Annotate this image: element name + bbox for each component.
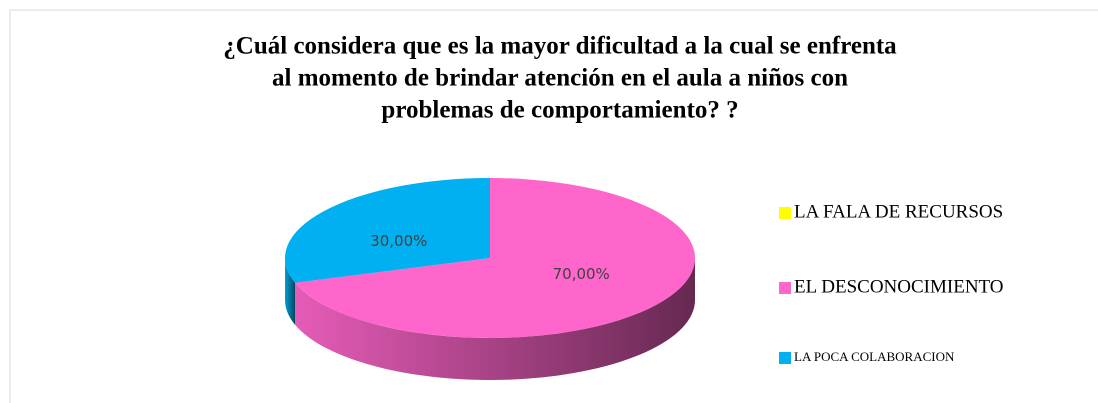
legend-swatch [779,282,791,294]
legend-label: LA FALA DE RECURSOS [794,201,1003,222]
legend-swatch [779,207,791,219]
legend-swatch [779,352,791,364]
legend-label: EL DESCONOCIMIENTO [794,276,1004,297]
pie-side-shade [295,258,695,381]
pie-slice [284,178,490,283]
data-label: 30,00% [370,232,427,250]
chart-title: al momento de brindar atención en el aul… [272,65,848,92]
chart-border [9,9,1098,403]
chart-title: problemas de comportamiento? ? [381,97,738,124]
data-label: 70,00% [553,265,610,283]
chart-title: ¿Cuál considera que es la mayor dificult… [223,33,897,60]
pie-side-shade [285,258,296,325]
legend-label: LA POCA COLABORACION [794,349,955,364]
pie-slice [295,178,696,338]
